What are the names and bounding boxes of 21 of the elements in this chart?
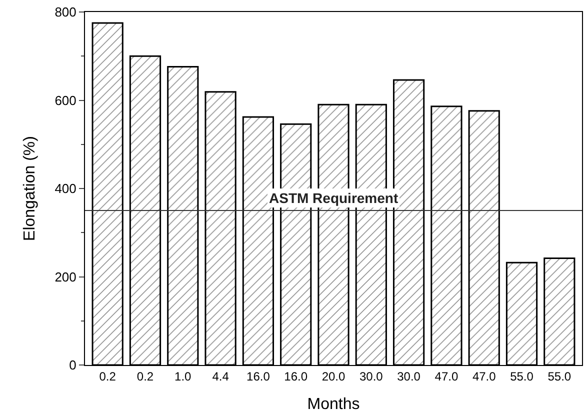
x-tick-label: 4.4 bbox=[212, 369, 230, 384]
x-tick-label: 47.0 bbox=[434, 369, 458, 384]
y-tick-label: 0 bbox=[69, 358, 76, 373]
x-tick-label: 30.0 bbox=[397, 369, 421, 384]
x-axis-title: Months bbox=[307, 396, 360, 414]
x-tick-label: 0.2 bbox=[136, 369, 154, 384]
x-tick-label: 47.0 bbox=[472, 369, 496, 384]
y-tick-label: 200 bbox=[54, 269, 76, 284]
y-axis-title: Elongation (%) bbox=[22, 136, 39, 241]
x-tick-label: 30.0 bbox=[359, 369, 384, 384]
ref-line-label: ASTM Requirement bbox=[269, 190, 398, 206]
x-tick-label: 55.0 bbox=[510, 369, 534, 384]
y-tick-label: 600 bbox=[54, 92, 76, 108]
y-tick-label: 400 bbox=[54, 181, 76, 196]
x-tick-label: 1.0 bbox=[174, 369, 192, 384]
x-tick-label: 16.0 bbox=[284, 369, 308, 384]
y-tick-label: 800 bbox=[54, 4, 76, 20]
x-tick-label: 20.0 bbox=[322, 369, 346, 384]
x-tick-label: 0.2 bbox=[99, 369, 116, 384]
x-tick-label: 16.0 bbox=[246, 369, 270, 384]
x-tick-label: 55.0 bbox=[548, 369, 572, 384]
